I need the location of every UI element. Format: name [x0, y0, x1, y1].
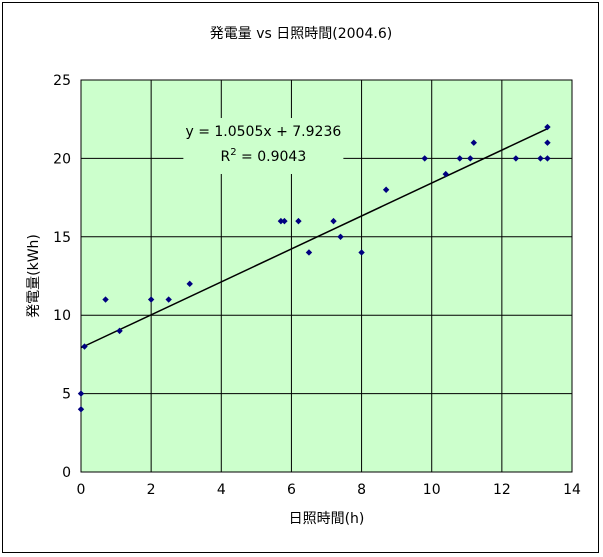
- data-point: [102, 296, 109, 303]
- y-tick-label: 5: [62, 387, 71, 403]
- scatter-chart: 発電量 vs 日照時間(2004.6) 0 2 4 6 8 10 12 14 0 5 10 15 20 2…: [26, 26, 581, 527]
- data-point: [358, 249, 365, 256]
- data-point: [330, 217, 337, 225]
- data-point: [77, 390, 85, 397]
- data-point: [382, 186, 390, 193]
- x-tick-label: 10: [423, 482, 441, 498]
- y-tick-label: 20: [53, 151, 71, 167]
- data-point: [544, 155, 551, 162]
- trendline-equation: y = 1.0505x + 7.9236: [185, 124, 341, 140]
- annotation-backdrop: [183, 118, 344, 174]
- trendline: [80, 128, 548, 349]
- data-point: [456, 155, 463, 162]
- trendline-group: [80, 128, 548, 349]
- data-point: [186, 280, 193, 288]
- data-point: [277, 217, 285, 225]
- chart-title: 発電量 vs 日照時間(2004.6): [210, 26, 392, 42]
- y-tick-label: 15: [53, 230, 71, 246]
- trendline-annotation: y = 1.0505x + 7.9236 R2 = 0.9043: [183, 118, 344, 174]
- x-tick-label: 12: [493, 482, 511, 498]
- data-point: [442, 170, 449, 178]
- data-point: [281, 217, 288, 225]
- data-point: [116, 327, 123, 335]
- x-tick-label: 2: [147, 482, 156, 498]
- y-tick-label: 25: [53, 73, 71, 89]
- x-tick-label: 4: [217, 482, 226, 498]
- x-tick-label: 6: [287, 482, 296, 498]
- x-tick-label: 8: [357, 482, 366, 498]
- data-point: [147, 296, 155, 303]
- data-point: [421, 155, 428, 162]
- chart-frame: 発電量 vs 日照時間(2004.6) 0 2 4 6 8 10 12 14 0 5 10 15 20 2…: [2, 2, 599, 553]
- tick-labels: 0 2 4 6 8 10 12 14 0 5 10 15 20 25: [53, 73, 581, 498]
- data-point: [544, 123, 551, 131]
- data-point: [81, 343, 88, 350]
- x-axis-label: 日照時間(h): [289, 511, 365, 527]
- data-point: [470, 139, 477, 146]
- data-point: [467, 155, 474, 162]
- data-point: [337, 233, 344, 240]
- data-point: [165, 296, 172, 303]
- data-point: [305, 249, 313, 256]
- data-point: [537, 155, 544, 162]
- data-point: [77, 406, 85, 413]
- y-tick-label: 10: [53, 308, 71, 324]
- data-point: [512, 155, 520, 162]
- x-tick-label: 0: [77, 482, 86, 498]
- y-tick-label: 0: [62, 465, 71, 481]
- y-axis-label: 発電量(kWh): [26, 234, 42, 318]
- r-squared: R2 = 0.9043: [221, 147, 307, 165]
- x-tick-label: 14: [563, 482, 581, 498]
- data-point: [295, 217, 302, 225]
- data-points: [77, 123, 551, 413]
- data-point: [544, 139, 551, 146]
